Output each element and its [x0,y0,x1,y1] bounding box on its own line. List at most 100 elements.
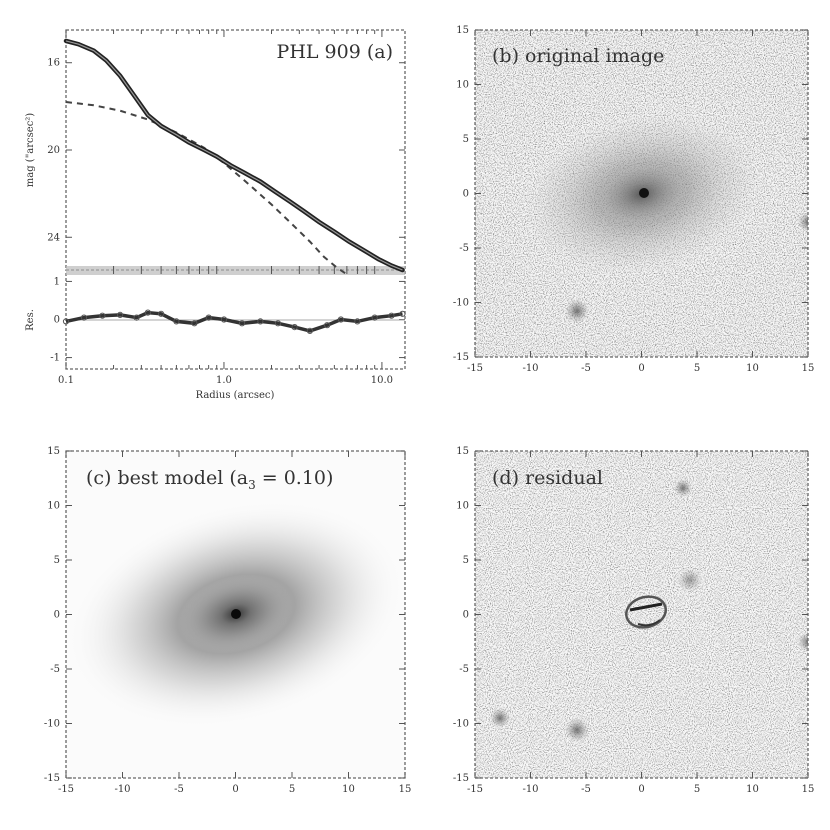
residual-point [144,309,151,316]
companion-object-residual [565,718,589,742]
x-tick-label: -5 [581,363,591,374]
residual-point [337,316,344,323]
y-tick-label: 15 [456,25,469,36]
x-tick-label: 10 [746,784,759,795]
y-tick-label: 5 [54,555,60,566]
companion-object [565,299,589,323]
residual-point [220,316,228,323]
panel-d-title: (d) residual [492,467,603,489]
panel-a-profile: 0.1 1.0 10.0 16 20 24 1 0 -1 PHL 909 (a) mag ("a… [25,29,406,401]
x-tick-label: 5 [289,784,295,795]
y-tick-label: -15 [453,773,469,784]
edge-object-residual [798,632,808,652]
residual-point [205,314,212,321]
residual-point [399,310,406,317]
x-tick-label: -15 [58,784,74,795]
y-tick-label: 15 [456,446,469,457]
y-tick-label: 0 [463,189,469,200]
y-tick-label: 10 [47,501,60,512]
x-tick-label: 0 [638,363,644,374]
x-tick-label: 0 [232,784,238,795]
x-tick-label: -10 [522,784,538,795]
y-tick-label: -15 [453,352,469,363]
residual-point [191,320,198,327]
x-tick-label: 10 [746,363,759,374]
x-tick-label: 1.0 [216,375,232,386]
residual-point [291,324,298,331]
panel-c-title-subscript: 3 [248,478,256,492]
panel-c-title: (c) best model (a3 = 0.10) [86,467,333,492]
panel-a-xlabel: Radius (arcsec) [196,390,275,401]
sky-level-band [66,266,405,275]
residual-point [158,310,165,317]
residual-point [388,312,395,319]
panel-a-ylabel-top: mag ("arcsec²) [25,113,36,188]
y-tick-label: 16 [47,58,60,69]
model-nucleus [231,609,241,619]
y-tick-label: -10 [453,298,469,309]
y-tick-label: -5 [50,664,60,675]
y-tick-label: 5 [463,134,469,145]
residual-point [99,312,106,319]
residual-point [257,318,264,325]
residual-point [80,314,88,321]
panel-b-title: (b) original image [492,45,664,67]
edge-object [798,212,808,232]
x-tick-label: -10 [522,363,538,374]
x-tick-label: -5 [581,784,591,795]
panel-c-title-end: = 0.10) [256,467,334,489]
residual-point [306,327,313,334]
model-component-dashed-line [65,101,348,276]
residual-point [324,322,331,329]
x-tick-label: -5 [174,784,184,795]
panel-d-residual: -15-15 -10 -10 -5 -5 0 0 5 5 10 10 15 15 (d) residua… [453,446,815,795]
x-tick-label: 15 [802,363,815,374]
y-tick-label: 20 [47,145,60,156]
y-tick-label: 0 [463,610,469,621]
residual-point [62,318,70,325]
profile-model-line [65,40,403,271]
residual-ring [625,595,667,629]
x-tick-label: 15 [399,784,412,795]
residual-point [371,314,378,321]
y-tick-label: -5 [459,664,469,675]
x-tick-label: 5 [694,784,700,795]
panel-b-original-image: -15-15 -10 -10 -5 -5 0 0 5 5 10 10 15 15 (b) origina… [453,25,815,374]
y-tick-label: -5 [459,243,469,254]
profile-data-line [63,38,405,273]
quasar-nucleus [639,188,649,198]
y-tick-label: 10 [456,501,469,512]
y-tick-label: 10 [456,80,469,91]
x-tick-label: -15 [467,784,483,795]
residual-point [354,318,361,325]
residual-point [238,320,246,327]
panel-a-top-frame [65,29,406,271]
residual-point [133,314,140,321]
y-tick-label: 5 [463,555,469,566]
res-tick-label: -1 [50,353,60,364]
panel-c-best-model: -15-15 -10 -10 -5 -5 0 0 5 5 10 10 15 15 (c) best mo… [44,446,412,795]
y-tick-label: 24 [47,232,60,243]
res-tick-label: 1 [54,276,60,287]
residual-point [117,311,124,318]
y-tick-label: -10 [44,719,60,730]
y-tick-label: -10 [453,719,469,730]
x-tick-label: 10.0 [371,375,393,386]
panel-a-title: PHL 909 (a) [277,41,393,63]
residual-point [173,318,180,325]
y-tick-label: -15 [44,773,60,784]
residual-line [65,310,403,333]
x-tick-label: 15 [802,784,815,795]
x-tick-label: -10 [114,784,130,795]
panel-a-ylabel-bottom: Res. [25,309,36,331]
x-tick-label: -15 [467,363,483,374]
x-tick-label: 5 [694,363,700,374]
x-tick-label: 0.1 [58,375,74,386]
panel-c-title-start: (c) best model (a [86,467,248,489]
y-tick-label: 0 [54,610,60,621]
y-tick-label: 15 [47,446,60,457]
x-tick-label: 10 [342,784,355,795]
x-tick-label: 0 [638,784,644,795]
residual-point [274,320,282,327]
